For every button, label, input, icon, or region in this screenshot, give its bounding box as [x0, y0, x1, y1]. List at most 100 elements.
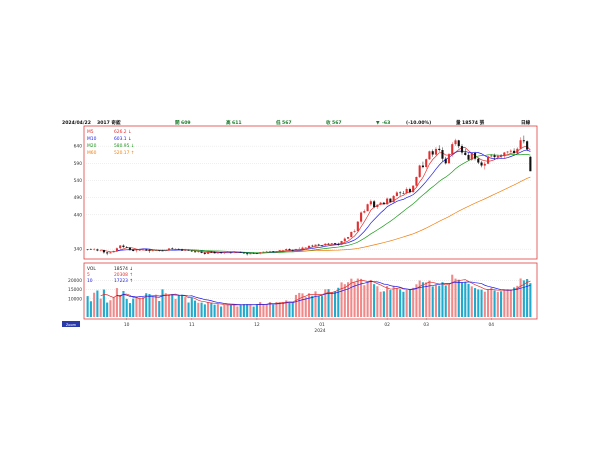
price-tick-label: 590: [74, 161, 83, 167]
volume-bar: [167, 294, 171, 317]
volume-bar: [112, 296, 115, 317]
candle-body: [125, 246, 128, 248]
candle-body: [405, 188, 408, 194]
candle-body: [220, 252, 223, 254]
x-axis: 10 11 12 01 02 03 04: [124, 318, 494, 328]
candle-body: [285, 249, 288, 251]
volume-bar: [500, 291, 503, 317]
candle-body: [513, 150, 516, 154]
candle-body: [167, 248, 171, 251]
volume-bar: [386, 286, 389, 317]
volume-bar: [382, 291, 385, 317]
candle-body: [311, 245, 314, 247]
volume-bar: [291, 302, 294, 317]
candle-body: [529, 156, 532, 172]
candle-body: [298, 248, 301, 250]
volume-tick-label: 15000: [68, 287, 82, 293]
volume-bar: [180, 294, 184, 317]
candles: [86, 135, 532, 256]
candle-body: [301, 247, 304, 249]
candle-body: [275, 251, 278, 252]
candle-body: [229, 252, 232, 254]
volume-bar: [236, 306, 239, 317]
candle-body: [457, 140, 460, 147]
volume-legend-label: VOL: [87, 266, 96, 272]
volume-bar: [343, 284, 346, 317]
candle-body: [438, 148, 441, 150]
candle-body: [526, 141, 529, 150]
price-legend-value: 580.95 ↓: [114, 143, 134, 149]
volume-bar: [431, 286, 434, 317]
candle-body: [477, 158, 480, 163]
price-tick-label: 490: [74, 195, 83, 201]
candle-body: [164, 250, 167, 252]
volume-bar: [128, 303, 132, 317]
volume-legend-value: 20308 ↑: [114, 272, 133, 278]
volume-bar: [115, 288, 118, 317]
candle-body: [428, 151, 431, 160]
month-label: 03: [423, 322, 429, 328]
candle-body: [197, 251, 200, 253]
volume-bar: [447, 284, 451, 317]
candle-body: [194, 251, 197, 253]
candle-body: [210, 251, 213, 253]
candle-body: [431, 151, 434, 155]
volume-legend-label: 5: [87, 272, 90, 278]
candle-body: [399, 192, 402, 194]
candle-body: [500, 155, 503, 157]
volume-bar: [444, 285, 447, 317]
zoom-badge-box[interactable]: [62, 321, 80, 327]
zoom-badge-label[interactable]: Zoom: [66, 323, 77, 327]
price-tick-label: 440: [74, 212, 83, 218]
volume-bar: [529, 283, 532, 317]
volume-bar: [298, 292, 301, 317]
volume-bar: [148, 294, 151, 317]
volume-bar: [122, 290, 125, 317]
volume-bar: [119, 295, 122, 317]
volume-bar: [434, 284, 438, 317]
volume-bar: [203, 304, 206, 317]
candle-body: [265, 251, 268, 252]
candle-body: [109, 252, 112, 254]
candle-body: [122, 245, 125, 247]
candle-body: [340, 241, 343, 245]
period-label: 日線: [521, 119, 531, 126]
volume-bar: [99, 298, 102, 317]
candle-body: [324, 243, 327, 246]
volume-bar: [356, 278, 359, 317]
price-panel-frame: [83, 125, 538, 260]
volume-bar: [324, 289, 327, 317]
candle-body: [408, 189, 411, 193]
candle-body: [451, 144, 454, 155]
price-legend-label: M10: [87, 136, 97, 142]
candle-body: [180, 249, 184, 251]
change-label: ▼: [376, 121, 380, 126]
volume-bar: [96, 290, 99, 317]
volume-bar: [392, 285, 395, 317]
candle-body: [288, 249, 291, 250]
candle-body: [412, 185, 415, 193]
volume-bar: [493, 290, 496, 317]
volume-tick-label: 10000: [68, 296, 82, 302]
candle-body: [519, 140, 522, 149]
volume-bar: [141, 297, 145, 317]
candle-body: [135, 250, 138, 252]
candle-body: [392, 195, 395, 203]
volume-bar: [347, 282, 350, 317]
candle-body: [203, 252, 206, 254]
volume-bar: [438, 285, 441, 317]
candle-body: [184, 249, 187, 251]
volume-bar: [389, 290, 392, 317]
volume-bar: [229, 304, 232, 317]
volume-tick-label: 20000: [68, 278, 82, 284]
price-legend-value: 603.1 ↓: [114, 136, 132, 142]
price-grid: [86, 146, 532, 250]
candle-body: [421, 165, 424, 168]
volume-bar: [451, 274, 454, 317]
month-label: 01: [319, 322, 325, 328]
candle-body: [96, 249, 99, 251]
volume-bar: [93, 292, 96, 317]
volume-bar: [473, 288, 477, 317]
zoom-badge[interactable]: Zoom: [62, 321, 80, 327]
volume-bar: [428, 280, 431, 317]
